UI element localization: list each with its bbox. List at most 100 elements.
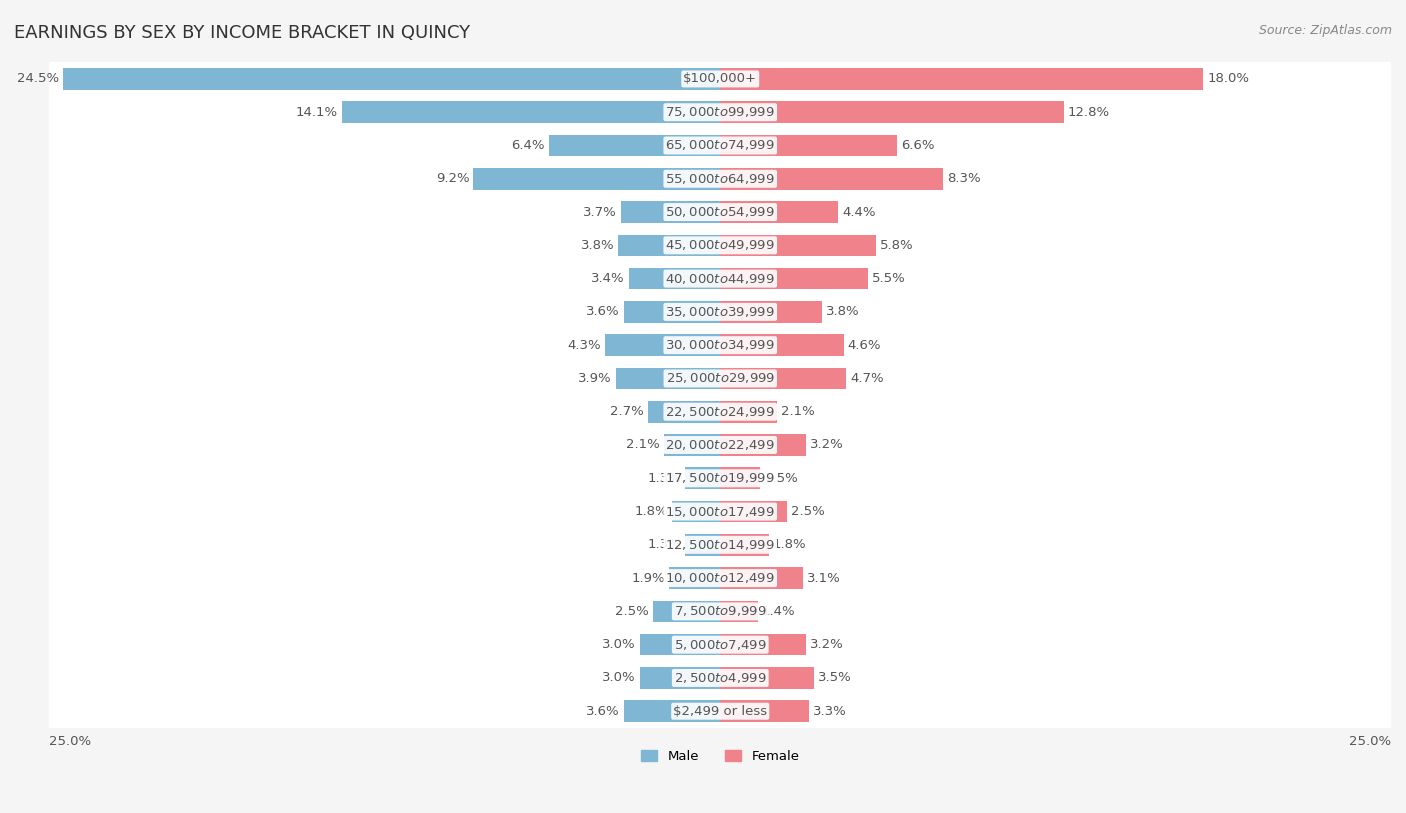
Bar: [49, 262, 1391, 295]
Bar: [720, 501, 787, 523]
Text: 18.0%: 18.0%: [1208, 72, 1249, 85]
Text: $5,000 to $7,499: $5,000 to $7,499: [673, 637, 766, 652]
Bar: [720, 301, 823, 323]
Text: $2,500 to $4,999: $2,500 to $4,999: [673, 671, 766, 685]
Text: $40,000 to $44,999: $40,000 to $44,999: [665, 272, 775, 285]
Text: 3.7%: 3.7%: [583, 206, 617, 219]
Text: 3.6%: 3.6%: [586, 705, 620, 718]
Text: 3.8%: 3.8%: [827, 306, 860, 319]
Bar: [664, 434, 720, 456]
Bar: [474, 168, 720, 189]
Bar: [63, 68, 720, 89]
Bar: [49, 295, 1391, 328]
Bar: [605, 334, 720, 356]
Text: 3.9%: 3.9%: [578, 372, 612, 385]
Bar: [720, 135, 897, 156]
Bar: [669, 567, 720, 589]
Text: 3.3%: 3.3%: [813, 705, 846, 718]
Bar: [616, 367, 720, 389]
Bar: [49, 595, 1391, 628]
Bar: [624, 701, 720, 722]
Bar: [720, 434, 806, 456]
Text: 5.5%: 5.5%: [872, 272, 905, 285]
Text: $7,500 to $9,999: $7,500 to $9,999: [673, 604, 766, 619]
Bar: [720, 68, 1204, 89]
Bar: [49, 528, 1391, 562]
Bar: [628, 267, 720, 289]
Bar: [49, 96, 1391, 129]
Text: 4.6%: 4.6%: [848, 339, 882, 352]
Text: 4.4%: 4.4%: [842, 206, 876, 219]
Text: $50,000 to $54,999: $50,000 to $54,999: [665, 205, 775, 219]
Text: 1.8%: 1.8%: [772, 538, 806, 551]
Bar: [548, 135, 720, 156]
Text: 9.2%: 9.2%: [436, 172, 470, 185]
Text: $100,000+: $100,000+: [683, 72, 758, 85]
Text: 3.4%: 3.4%: [592, 272, 626, 285]
Text: 1.9%: 1.9%: [631, 572, 665, 585]
Text: 3.6%: 3.6%: [586, 306, 620, 319]
Text: $25,000 to $29,999: $25,000 to $29,999: [665, 372, 775, 385]
Text: 2.1%: 2.1%: [780, 405, 814, 418]
Bar: [685, 467, 720, 489]
Text: 6.6%: 6.6%: [901, 139, 935, 152]
Bar: [49, 63, 1391, 96]
Bar: [720, 701, 808, 722]
Bar: [49, 362, 1391, 395]
Text: 25.0%: 25.0%: [49, 734, 91, 747]
Bar: [49, 562, 1391, 595]
Bar: [720, 534, 769, 555]
Text: 25.0%: 25.0%: [1348, 734, 1391, 747]
Bar: [49, 228, 1391, 262]
Text: 6.4%: 6.4%: [510, 139, 544, 152]
Bar: [720, 401, 776, 423]
Bar: [49, 129, 1391, 162]
Bar: [720, 567, 803, 589]
Text: 14.1%: 14.1%: [295, 106, 337, 119]
Bar: [49, 195, 1391, 228]
Text: 1.8%: 1.8%: [634, 505, 668, 518]
Text: 2.5%: 2.5%: [616, 605, 650, 618]
Bar: [640, 667, 720, 689]
Bar: [621, 202, 720, 223]
Text: 24.5%: 24.5%: [17, 72, 59, 85]
Bar: [648, 401, 720, 423]
Bar: [49, 495, 1391, 528]
Bar: [685, 534, 720, 555]
Bar: [720, 334, 844, 356]
Text: 3.8%: 3.8%: [581, 239, 614, 252]
Bar: [672, 501, 720, 523]
Legend: Male, Female: Male, Female: [636, 745, 804, 768]
Bar: [49, 462, 1391, 495]
Text: $55,000 to $64,999: $55,000 to $64,999: [665, 172, 775, 186]
Bar: [720, 202, 838, 223]
Text: $30,000 to $34,999: $30,000 to $34,999: [665, 338, 775, 352]
Bar: [49, 694, 1391, 728]
Text: 1.4%: 1.4%: [762, 605, 796, 618]
Bar: [49, 162, 1391, 195]
Bar: [720, 367, 846, 389]
Text: 4.7%: 4.7%: [851, 372, 884, 385]
Text: 12.8%: 12.8%: [1067, 106, 1109, 119]
Text: $2,499 or less: $2,499 or less: [673, 705, 768, 718]
Bar: [640, 634, 720, 655]
Bar: [720, 102, 1064, 123]
Text: $65,000 to $74,999: $65,000 to $74,999: [665, 138, 775, 153]
Bar: [720, 601, 758, 622]
Bar: [49, 661, 1391, 694]
Bar: [624, 301, 720, 323]
Text: 1.5%: 1.5%: [765, 472, 799, 485]
Bar: [49, 328, 1391, 362]
Bar: [720, 168, 943, 189]
Bar: [49, 395, 1391, 428]
Text: 3.5%: 3.5%: [818, 672, 852, 685]
Bar: [49, 628, 1391, 661]
Text: 4.3%: 4.3%: [567, 339, 600, 352]
Text: Source: ZipAtlas.com: Source: ZipAtlas.com: [1258, 24, 1392, 37]
Text: 3.0%: 3.0%: [602, 672, 636, 685]
Bar: [720, 467, 761, 489]
Text: $45,000 to $49,999: $45,000 to $49,999: [665, 238, 775, 252]
Text: 8.3%: 8.3%: [948, 172, 980, 185]
Text: $22,500 to $24,999: $22,500 to $24,999: [665, 405, 775, 419]
Bar: [619, 234, 720, 256]
